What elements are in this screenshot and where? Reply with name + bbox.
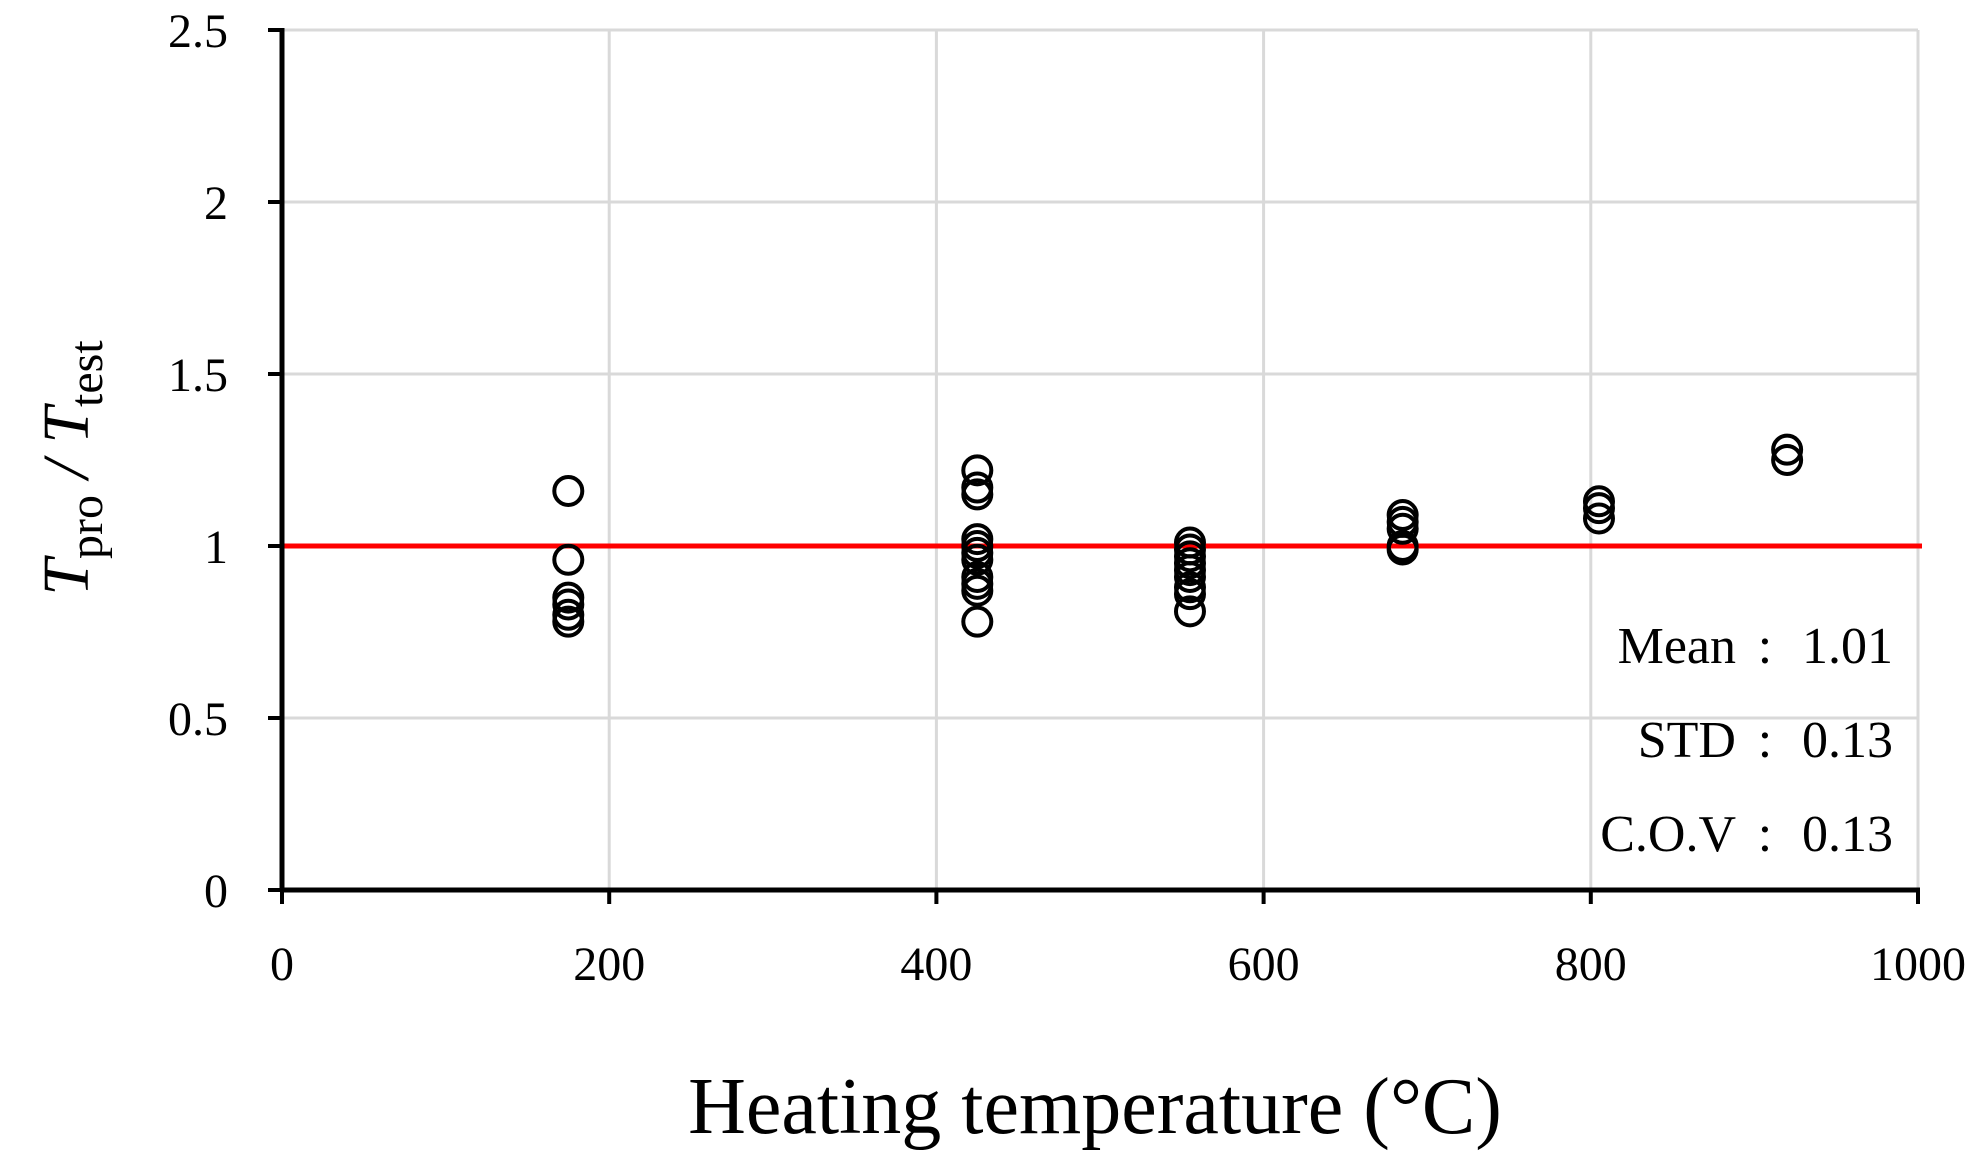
axis-layer [268,28,1920,904]
data-point [1582,502,1615,535]
x-tick-label: 200 [573,938,645,991]
data-point [1173,560,1206,593]
stat-std-value: 0.13 [1802,712,1893,769]
y-tick-label: 2 [204,177,228,230]
data-point [961,574,994,607]
data-point [961,605,994,638]
data-point [1771,444,1804,476]
y-axis-title-sub-2: test [60,340,113,407]
y-tick-label: 0 [204,865,228,918]
x-tick-label: 0 [270,938,294,991]
data-point [1582,492,1615,525]
data-point [1386,512,1419,545]
y-axis-title-main-2: T [30,403,103,444]
stat-cov-sep: : [1758,806,1772,863]
x-tick-label: 800 [1555,938,1627,991]
data-point [1173,595,1206,628]
x-tick-label: 1000 [1870,938,1966,991]
data-point [1386,533,1419,566]
data-point [552,605,585,638]
x-axis-title: Heating temperature (°C) [688,1063,1502,1151]
stat-mean-label: Mean [1618,618,1736,675]
data-point [552,588,585,621]
y-tick-label: 2.5 [168,5,228,58]
data-point [552,474,585,507]
stat-std-label: STD [1638,712,1736,769]
y-tick-label: 0.5 [168,693,228,746]
data-points-layer [552,433,1804,638]
data-point [961,471,994,504]
data-point [961,543,994,576]
stat-cov-value: 0.13 [1802,806,1893,863]
y-axis-title-sep: / [30,444,103,495]
data-point [552,543,585,576]
data-point [1173,578,1206,611]
data-point [961,478,994,511]
stats-box: Mean : 1.01 STD : 0.13 C.O.V : 0.13 [1600,618,1893,863]
stat-cov-label: C.O.V [1600,806,1736,863]
x-tick-label: 400 [900,938,972,991]
y-axis-title-sub-1: pro [60,495,113,559]
data-point [1771,433,1804,466]
y-axis-title-main-1: T [30,555,103,596]
stat-mean-sep: : [1758,618,1772,675]
data-point [961,454,994,487]
y-tick-label: 1.5 [168,349,228,402]
tick-labels-layer: 0 200 400 600 800 1000 0 0.5 1 1.5 2 2.5 [168,5,1966,991]
y-axis-title: Tpro / Ttest [30,340,113,596]
x-tick-label: 600 [1228,938,1300,991]
y-tick-label: 1 [204,521,228,574]
stat-mean-value: 1.01 [1802,618,1893,675]
stat-std-sep: : [1758,712,1772,769]
